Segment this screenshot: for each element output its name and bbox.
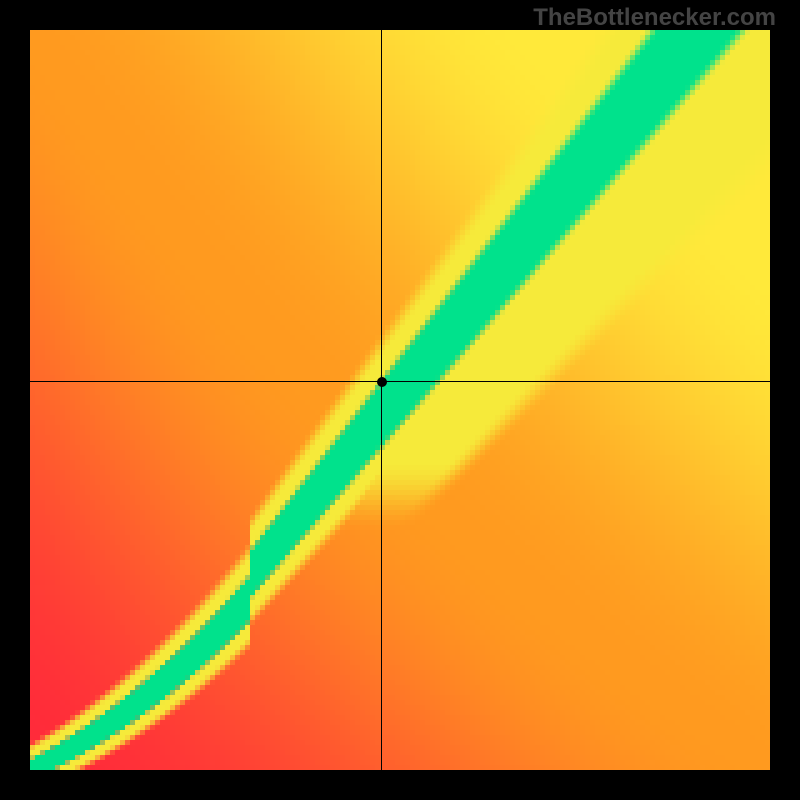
watermark-text: TheBottlenecker.com	[533, 4, 776, 32]
data-point-marker	[377, 377, 387, 387]
crosshair-vertical	[381, 30, 382, 770]
chart-container: TheBottlenecker.com	[0, 0, 800, 800]
gradient-heatmap	[30, 30, 770, 770]
crosshair-horizontal	[30, 381, 770, 382]
